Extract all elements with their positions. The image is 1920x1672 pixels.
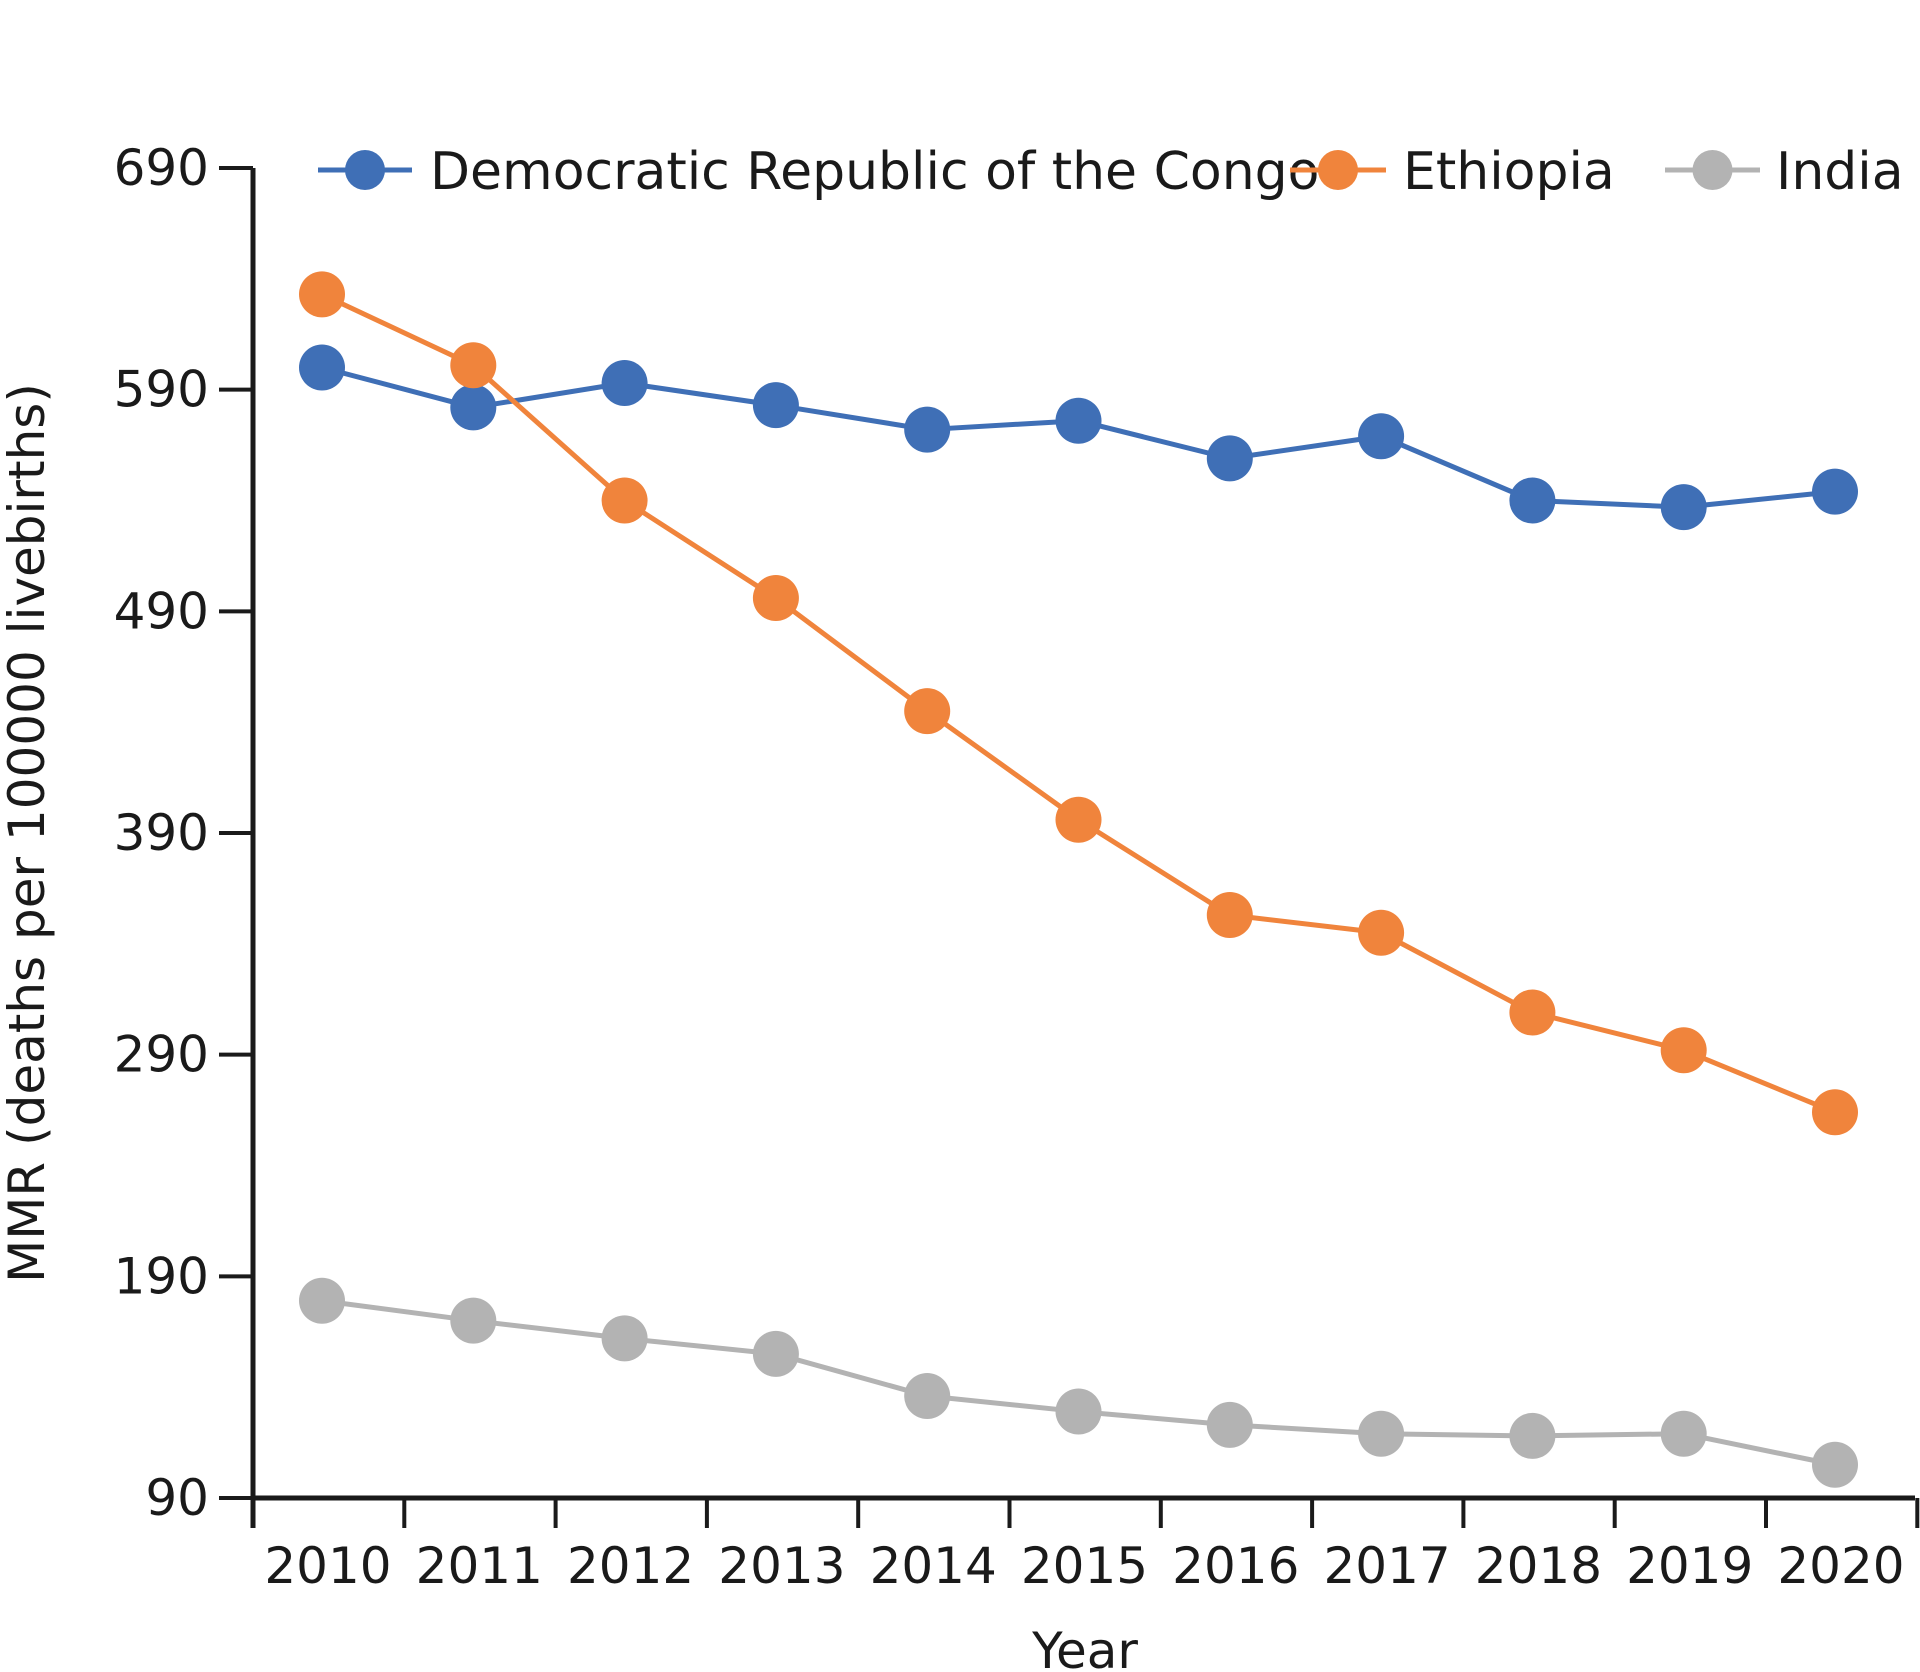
x-tick-label: 2018 [1475, 1537, 1602, 1595]
x-tick-label: 2011 [416, 1537, 543, 1595]
data-point [601, 1315, 648, 1362]
data-point [752, 575, 799, 622]
x-tick-label: 2013 [718, 1537, 845, 1595]
x-axis-title: Year [1031, 1622, 1138, 1672]
series-1 [299, 344, 1858, 531]
data-point [904, 1373, 951, 1420]
legend-marker [1692, 150, 1733, 190]
x-ticks: 2010 2011 2012 2013 2014 2015 2016 2017 2018 2019… [251, 1498, 1920, 1595]
legend-label: India [1776, 142, 1904, 202]
x-tick-label: 2012 [567, 1537, 694, 1595]
data-point [904, 406, 951, 453]
data-point [1660, 1410, 1707, 1457]
data-point [299, 271, 345, 318]
y-tick-label: 190 [114, 1247, 209, 1305]
data-point [299, 1277, 345, 1324]
data-point [1358, 1410, 1405, 1457]
data-point [752, 1330, 799, 1377]
x-tick-label: 2014 [870, 1537, 997, 1595]
data-point [1509, 477, 1556, 524]
legend-label: Democratic Republic of the Congo [430, 142, 1319, 202]
data-point [450, 1297, 497, 1344]
legend-item: Ethiopia [1290, 142, 1615, 202]
data-point [450, 342, 497, 389]
y-axis-title: MMR (deaths per 100000 livebirths) [0, 383, 56, 1283]
data-point [1055, 1388, 1102, 1435]
data-point [1358, 413, 1405, 460]
data-point [1358, 909, 1405, 956]
series-2 [299, 271, 1858, 1136]
y-tick-label: 90 [145, 1469, 209, 1527]
legend-marker [1318, 150, 1358, 190]
x-tick-label: 2020 [1777, 1537, 1904, 1595]
data-point [1660, 484, 1707, 531]
data-point [1206, 1401, 1253, 1448]
data-point [1812, 468, 1858, 515]
data-point [601, 360, 648, 407]
y-tick-label: 690 [114, 139, 209, 197]
legend-label: Ethiopia [1403, 142, 1615, 202]
data-point [450, 384, 497, 431]
y-tick-label: 590 [114, 361, 209, 419]
legend-item: India [1665, 142, 1904, 202]
data-point [1206, 435, 1253, 482]
data-point [1055, 796, 1102, 843]
data-point [1206, 892, 1253, 939]
data-point [752, 382, 799, 429]
series-3 [299, 1277, 1858, 1488]
data-point [1509, 1412, 1556, 1459]
legend-marker [345, 150, 385, 190]
y-ticks: 90 190 290 390 490 590 690 [114, 139, 253, 1527]
x-tick-label: 2019 [1626, 1537, 1753, 1595]
legend: Democratic Republic of the Congo Ethiopia… [318, 142, 1904, 202]
data-point [299, 344, 345, 391]
y-tick-label: 390 [114, 804, 209, 862]
y-tick-label: 490 [114, 582, 209, 640]
series-line [321, 1298, 1836, 1468]
data-point [1509, 989, 1556, 1036]
data-point [1660, 1027, 1707, 1074]
data-point [601, 477, 648, 524]
legend-item: Democratic Republic of the Congo [318, 142, 1319, 202]
x-tick-label: 2010 [264, 1537, 391, 1595]
x-tick-label: 2016 [1172, 1537, 1299, 1595]
data-point [1812, 1089, 1858, 1136]
data-point [1812, 1441, 1858, 1488]
x-tick-label: 2015 [1021, 1537, 1148, 1595]
y-tick-label: 290 [114, 1026, 209, 1084]
data-point [904, 688, 951, 735]
x-tick-label: 2017 [1323, 1537, 1450, 1595]
series-layer [299, 271, 1858, 1488]
data-point [1055, 397, 1102, 444]
